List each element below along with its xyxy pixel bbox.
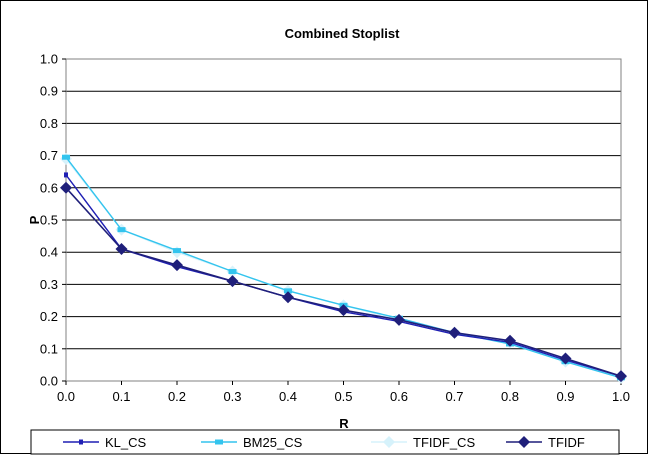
x-tick-label: 0.3 [223,389,241,404]
data-point [60,181,72,194]
x-tick-label: 0.5 [334,389,352,404]
x-tick-label: 1.0 [612,389,630,404]
x-axis-title: R [339,416,349,431]
legend-item-kl-cs: KL_CS [63,435,147,450]
x-tick-label: 0.7 [445,389,463,404]
data-point [559,352,572,365]
data-point [228,269,237,275]
data-point [393,313,405,326]
y-tick-label: 0.4 [40,245,58,260]
series-bm25-cs [62,154,625,381]
legend-item-bm25-cs: BM25_CS [201,435,303,450]
y-axis-title: P [27,215,42,224]
y-tick-label: 0.6 [40,180,58,195]
data-point [504,334,516,347]
legend-label: TFIDF [548,435,585,450]
series-kl-cs [64,172,623,379]
data-point [115,242,128,255]
y-tick-label: 0.8 [40,116,58,131]
legend-item-tfidf-cs: TFIDF_CS [371,435,475,450]
y-tick-label: 0.9 [40,84,58,99]
legend-marker [383,436,395,448]
legend-marker [518,436,530,448]
x-tick-label: 0.9 [556,389,574,404]
y-tick-label: 1.0 [40,52,58,67]
series-line [65,174,622,377]
y-tick-label: 0.2 [40,309,58,324]
data-point [337,304,350,317]
series-line [65,187,622,377]
legend-item-tfidf: TFIDF [506,435,585,450]
chart-title: Combined Stoplist [285,26,401,41]
data-point [62,154,70,160]
x-tick-label: 0.4 [279,389,297,404]
data-point [173,248,181,254]
y-tick-label: 0.0 [40,374,58,389]
data-point [448,326,461,339]
data-point [117,227,126,233]
y-tick-label: 0.5 [40,213,58,228]
y-axis-ticks: 0.0 0.1 0.2 0.3 0.4 0.5 0.6 0.7 0.8 0.9 1.0 [40,52,66,389]
series-line [65,156,622,379]
y-tick-label: 0.3 [40,277,58,292]
x-axis-ticks: 0.0 0.1 0.2 0.3 0.4 0.5 0.6 0.7 0.8 0.9 1.0 [57,381,630,404]
x-tick-label: 0.6 [390,389,408,404]
y-tick-label: 0.7 [40,148,58,163]
x-tick-label: 0.0 [57,389,75,404]
data-point [171,259,183,272]
data-point [64,172,68,178]
x-tick-label: 0.2 [168,389,186,404]
legend-label: KL_CS [105,435,147,450]
series-tfidf [60,181,627,383]
series-layer [60,152,627,384]
y-tick-label: 0.1 [40,341,58,356]
x-tick-label: 0.8 [501,389,519,404]
legend-marker [215,439,223,445]
data-point [284,288,292,294]
legend-label: BM25_CS [243,435,303,450]
data-point [615,370,627,383]
data-point [226,275,239,288]
series-line [65,158,622,379]
legend-label: TFIDF_CS [413,435,475,450]
legend: KL_CS BM25_CS TFIDF_CS TFIDF [63,435,585,450]
legend-marker [79,439,83,445]
x-tick-label: 0.1 [112,389,130,404]
data-point [282,291,294,304]
